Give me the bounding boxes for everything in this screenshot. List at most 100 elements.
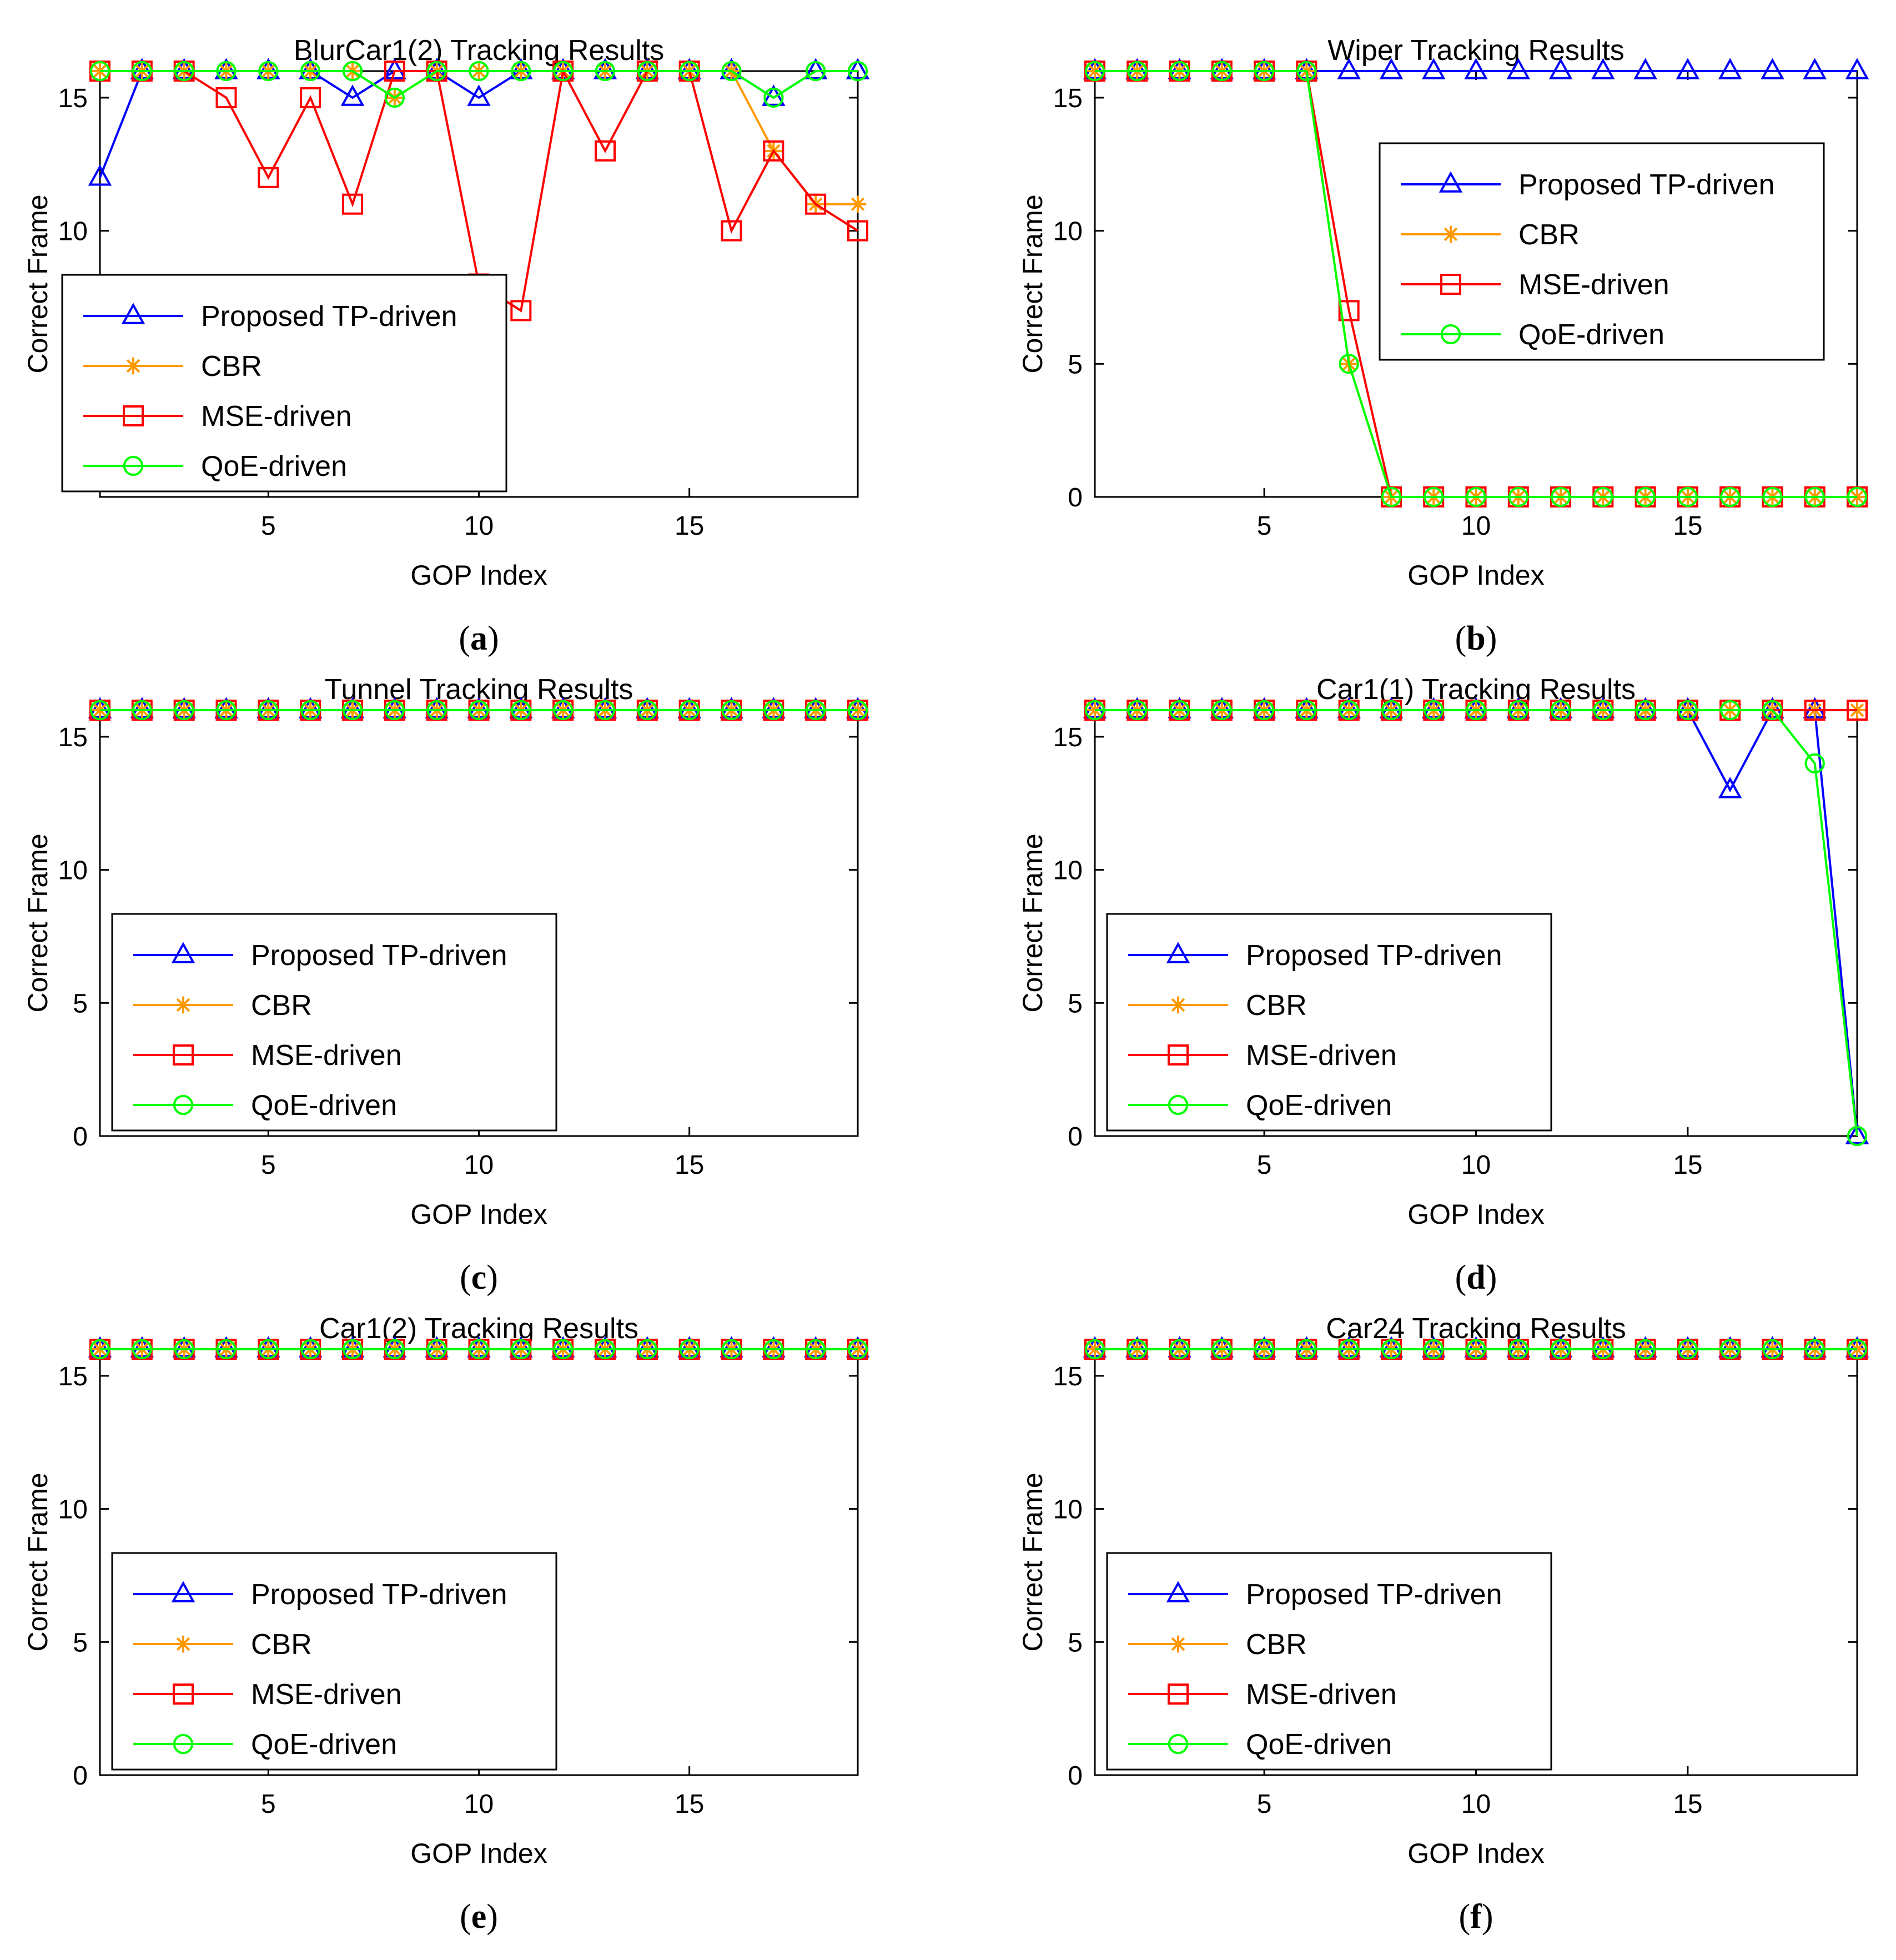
y-tick-label: 10 [58, 856, 88, 886]
data-point-marker [1211, 700, 1232, 721]
data-point-marker [847, 1339, 868, 1360]
data-point-marker [1761, 58, 1784, 79]
data-point-marker [1337, 58, 1361, 79]
data-point-marker [174, 61, 194, 82]
data-point-marker [510, 300, 532, 321]
legend-label: CBR [251, 989, 312, 1022]
legend-marker [174, 1635, 192, 1653]
legend: Proposed TP-driven CBR MSE-driven QoE-drive… [61, 274, 507, 492]
data-point-marker [679, 61, 700, 82]
data-point-marker [1508, 1339, 1528, 1360]
y-tick-label: 0 [73, 1761, 88, 1791]
panel-caption: (d) [1455, 1259, 1497, 1296]
data-point-marker [1845, 58, 1869, 79]
legend-label: MSE-driven [201, 400, 352, 433]
data-point-marker [1084, 61, 1105, 82]
data-point-marker [342, 1339, 363, 1360]
data-point-marker [1466, 700, 1486, 721]
data-point-marker [89, 700, 110, 721]
y-tick-label: 0 [1068, 483, 1083, 512]
legend-label: CBR [201, 350, 262, 383]
data-point-marker [1677, 1339, 1698, 1360]
y-tick-label: 5 [1068, 989, 1083, 1018]
data-point-marker [1211, 61, 1232, 82]
legend-marker [173, 1683, 194, 1705]
y-tick-label: 15 [1053, 84, 1083, 113]
y-tick-label: 15 [58, 723, 88, 752]
data-point-marker [300, 87, 321, 108]
data-point-marker [1381, 1339, 1402, 1360]
legend: Proposed TP-driven CBR MSE-driven QoE-drive… [1106, 913, 1552, 1132]
x-axis-label: GOP Index [410, 560, 547, 591]
x-tick-label: 15 [675, 1150, 704, 1180]
data-point-marker [1633, 58, 1657, 79]
data-point-marker [1845, 1123, 1869, 1144]
data-point-marker [342, 61, 363, 82]
legend-label: QoE-driven [201, 450, 347, 483]
data-point-marker [721, 220, 742, 242]
data-point-marker [469, 61, 489, 82]
data-point-marker [1508, 700, 1528, 721]
data-point-marker [1381, 486, 1402, 507]
data-point-marker [1296, 61, 1317, 82]
data-point-marker [1593, 486, 1613, 507]
legend-label: QoE-driven [251, 1728, 397, 1761]
legend-marker [123, 405, 144, 426]
y-axis-label: Correct Frame [22, 1472, 53, 1651]
y-tick-label: 15 [1053, 1362, 1083, 1391]
data-point-marker [426, 61, 447, 82]
y-tick-label: 5 [1068, 350, 1083, 379]
data-point-marker [1847, 700, 1868, 721]
legend-label: MSE-driven [251, 1678, 402, 1711]
data-point-marker [803, 58, 828, 79]
y-tick-label: 0 [1068, 1122, 1083, 1152]
data-point-marker [1339, 700, 1359, 721]
data-point-marker [300, 1339, 321, 1360]
data-point-marker [637, 61, 657, 82]
data-point-marker [1804, 753, 1825, 774]
data-point-marker [89, 61, 110, 82]
data-point-marker [679, 1339, 700, 1360]
data-point-marker [1591, 58, 1615, 79]
y-tick-label: 10 [1053, 856, 1083, 886]
legend-marker [1439, 171, 1463, 193]
data-point-marker [763, 87, 784, 108]
series-line [100, 70, 858, 99]
series-qoe-driven [1084, 1339, 1868, 1360]
legend: Proposed TP-driven CBR MSE-driven QoE-drive… [111, 913, 557, 1132]
data-point-marker [300, 61, 321, 82]
data-point-marker [721, 1339, 742, 1360]
legend-label: Proposed TP-driven [201, 300, 457, 333]
data-point-marker [1339, 1339, 1359, 1360]
data-point-marker [300, 700, 321, 721]
data-point-marker [1466, 1339, 1486, 1360]
legend-marker [121, 303, 145, 324]
legend-marker [1442, 225, 1460, 243]
y-tick-label: 10 [1053, 217, 1083, 247]
legend-label: MSE-driven [1246, 1039, 1397, 1072]
data-point-marker [1762, 486, 1783, 507]
data-point-marker [1169, 61, 1190, 82]
legend-label: Proposed TP-driven [1246, 939, 1502, 972]
data-point-marker [426, 1339, 447, 1360]
legend-marker [171, 942, 195, 963]
data-point-marker [1593, 700, 1613, 721]
y-axis-label: Correct Frame [1017, 833, 1048, 1012]
legend-marker [173, 1733, 194, 1755]
x-axis-label: GOP Index [1407, 560, 1544, 591]
x-tick-label: 10 [1461, 1150, 1491, 1180]
x-tick-label: 5 [261, 1150, 276, 1180]
data-point-marker [342, 193, 363, 215]
data-point-marker [1550, 1339, 1571, 1360]
data-point-marker [1084, 700, 1105, 721]
x-axis-label: GOP Index [410, 1199, 547, 1230]
x-axis-label: GOP Index [1407, 1199, 1544, 1230]
data-point-marker [216, 700, 237, 721]
data-point-marker [258, 1339, 279, 1360]
legend-marker [1169, 1635, 1187, 1653]
x-tick-label: 15 [1673, 1790, 1702, 1819]
data-point-marker [1169, 1339, 1190, 1360]
x-tick-label: 15 [1673, 1150, 1702, 1180]
legend-marker [1168, 1044, 1189, 1066]
